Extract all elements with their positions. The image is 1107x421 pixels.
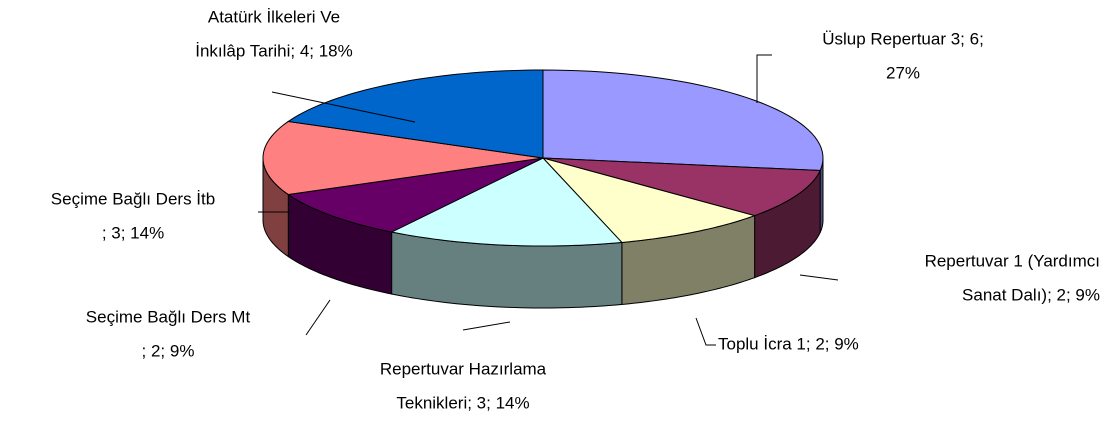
leader-line bbox=[799, 274, 839, 281]
data-label: Seçime Bağlı Ders Mt bbox=[86, 307, 251, 326]
data-label: 27% bbox=[886, 63, 920, 82]
leader-line bbox=[305, 299, 331, 336]
slice bbox=[542, 69, 824, 172]
data-label: ; 2; 9% bbox=[142, 341, 195, 360]
slice bbox=[286, 157, 544, 233]
slice bbox=[541, 157, 757, 243]
slice bbox=[262, 120, 544, 196]
data-label: Repertuvar Hazırlama bbox=[380, 359, 547, 378]
data-label: Repertuvar 1 (Yardımcı bbox=[925, 251, 1100, 270]
data-label: Teknikleri; 3; 14% bbox=[396, 393, 529, 412]
leader-line bbox=[756, 54, 772, 103]
data-label: Atatürk İlkeleri Ve bbox=[208, 7, 340, 26]
data-label: Sanat Dalı); 2; 9% bbox=[962, 285, 1100, 304]
slice bbox=[286, 69, 544, 159]
data-label: Üslup Repertuar 3; 6; bbox=[822, 29, 984, 48]
data-label: İnkılâp Tarihi; 4; 18% bbox=[195, 41, 353, 60]
data-label: Seçime Bağlı Ders İtb bbox=[51, 189, 215, 208]
leader-line bbox=[462, 321, 511, 331]
slice bbox=[542, 157, 821, 217]
data-label: Toplu İcra 1; 2; 9% bbox=[718, 334, 859, 353]
slice bbox=[390, 157, 623, 247]
leader-line bbox=[271, 91, 416, 123]
leader-line bbox=[695, 317, 716, 346]
data-label: ; 3; 14% bbox=[102, 223, 164, 242]
